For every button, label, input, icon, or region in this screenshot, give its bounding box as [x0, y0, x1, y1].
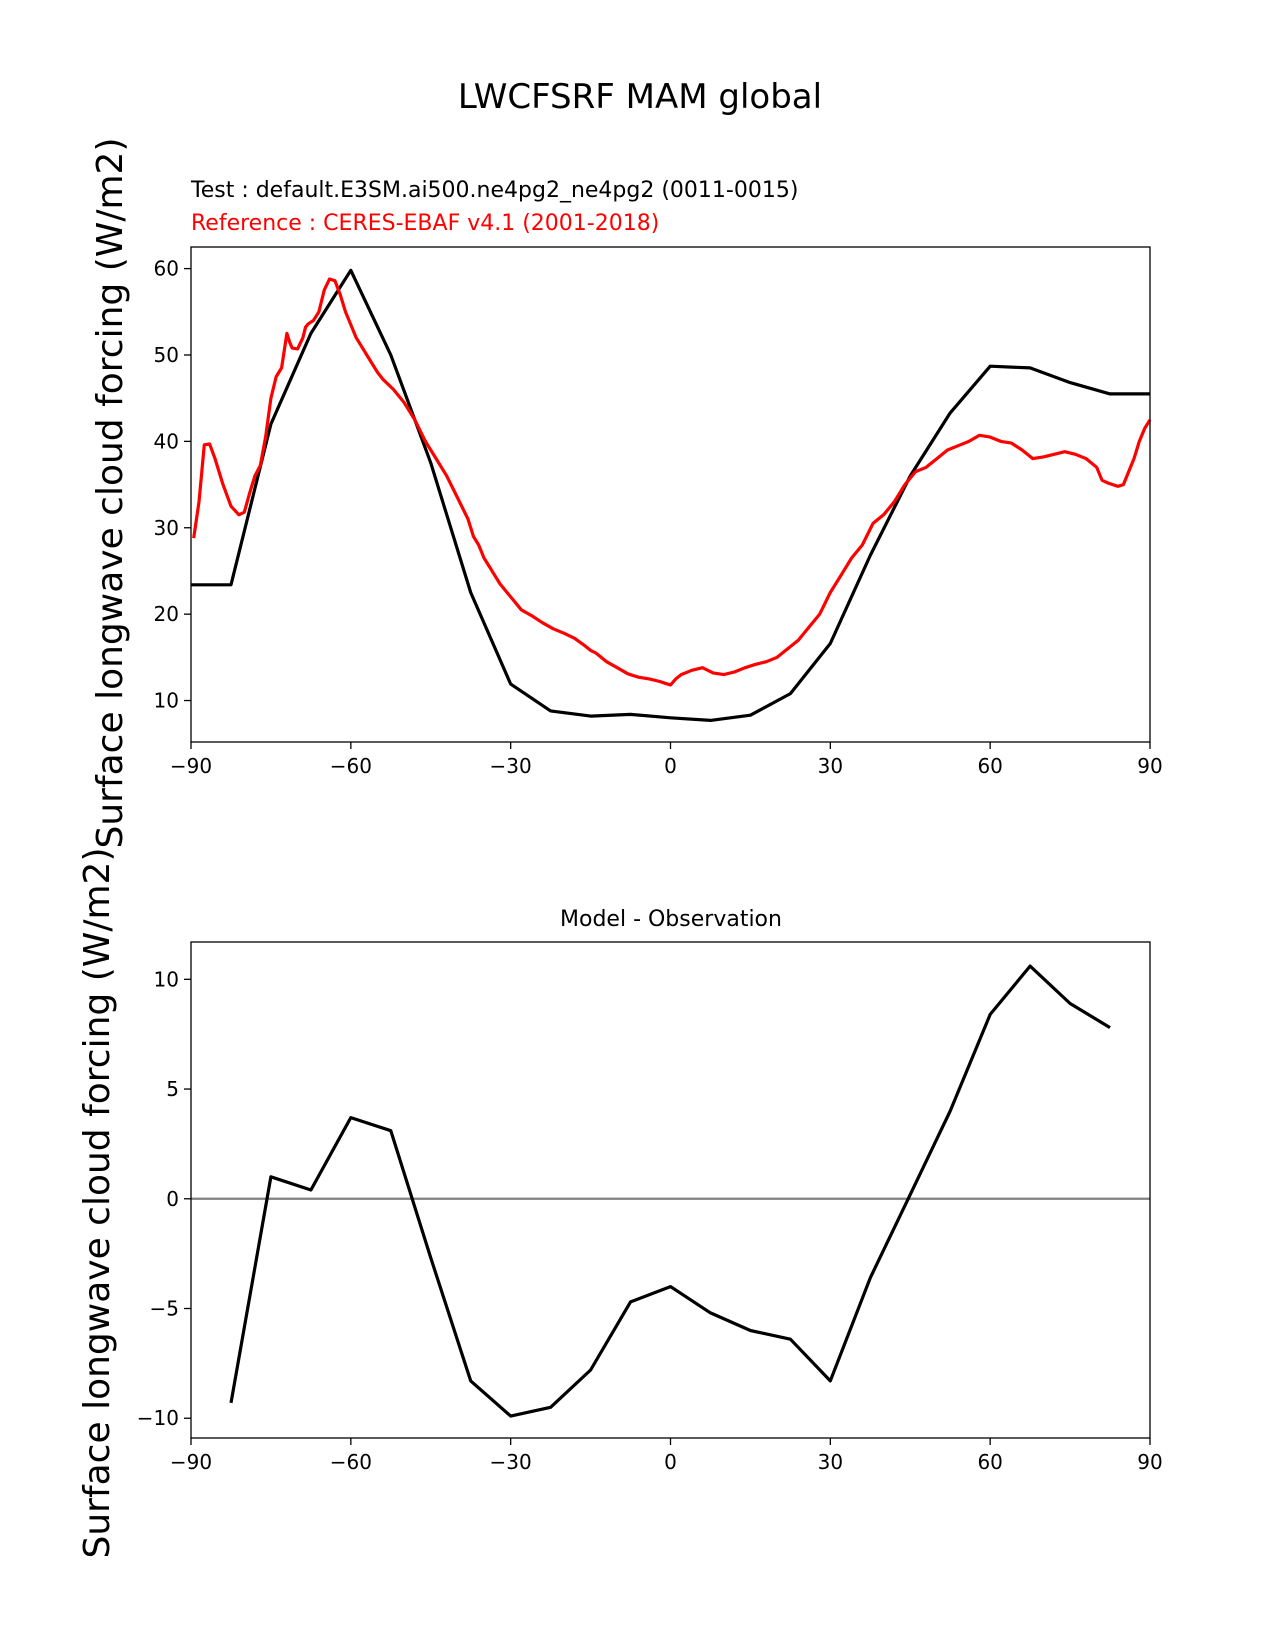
- bottom-xtick-label: 90: [1137, 1450, 1162, 1474]
- top-xtick-label: 0: [664, 754, 677, 778]
- top-xtick-label: −30: [490, 754, 532, 778]
- bottom-ytick-label: 5: [166, 1077, 179, 1101]
- top-ytick-label: 40: [154, 429, 179, 453]
- bottom-title: Model - Observation: [560, 907, 782, 932]
- bottom-xtick-label: −90: [170, 1450, 212, 1474]
- top-xtick-label: 90: [1137, 754, 1162, 778]
- bottom-panel: −90 −60 −30 0 30 60 90 −10 −5 0 5 10: [137, 941, 1163, 1474]
- bottom-xtick-label: 30: [818, 1450, 843, 1474]
- top-xtick-label: −60: [330, 754, 372, 778]
- top-ytick-label: 30: [154, 516, 179, 540]
- bottom-series-test-line: [229, 964, 1111, 1418]
- bottom-ytick-label: −10: [137, 1406, 179, 1430]
- figure-title: LWCFSRF MAM global: [458, 77, 822, 117]
- bottom-ytick-label: −5: [150, 1297, 179, 1321]
- bottom-ylabel: Surface longwave cloud forcing (W/m2): [77, 847, 118, 1558]
- bottom-xtick-label: −30: [490, 1450, 532, 1474]
- bottom-xtick-label: −60: [330, 1450, 372, 1474]
- top-series-reference-line: [192, 277, 1152, 687]
- test-label: Test : default.E3SM.ai500.ne4pg2_ne4pg2 …: [190, 178, 798, 203]
- bottom-ytick-label: 10: [154, 967, 179, 991]
- bottom-xtick-label: 0: [664, 1450, 677, 1474]
- top-panel: −90 −60 −30 0 30 60 90 10 20 30 40 50 60: [154, 246, 1163, 778]
- top-axes-frame: [190, 246, 1151, 743]
- top-xtick-label: −90: [170, 754, 212, 778]
- bottom-ytick-label: 0: [166, 1187, 179, 1211]
- top-xtick-label: 30: [818, 754, 843, 778]
- top-ytick-label: 20: [154, 602, 179, 626]
- bottom-axes-frame: [190, 941, 1151, 1439]
- top-ylabel: Surface longwave cloud forcing (W/m2): [90, 137, 131, 848]
- bottom-xtick-label: 60: [977, 1450, 1002, 1474]
- top-ytick-label: 10: [154, 689, 179, 713]
- top-ytick-label: 60: [154, 257, 179, 281]
- top-xtick-label: 60: [977, 754, 1002, 778]
- top-series-test-line: [191, 268, 1150, 723]
- top-ytick-label: 50: [154, 343, 179, 367]
- reference-label: Reference : CERES-EBAF v4.1 (2001-2018): [191, 211, 659, 236]
